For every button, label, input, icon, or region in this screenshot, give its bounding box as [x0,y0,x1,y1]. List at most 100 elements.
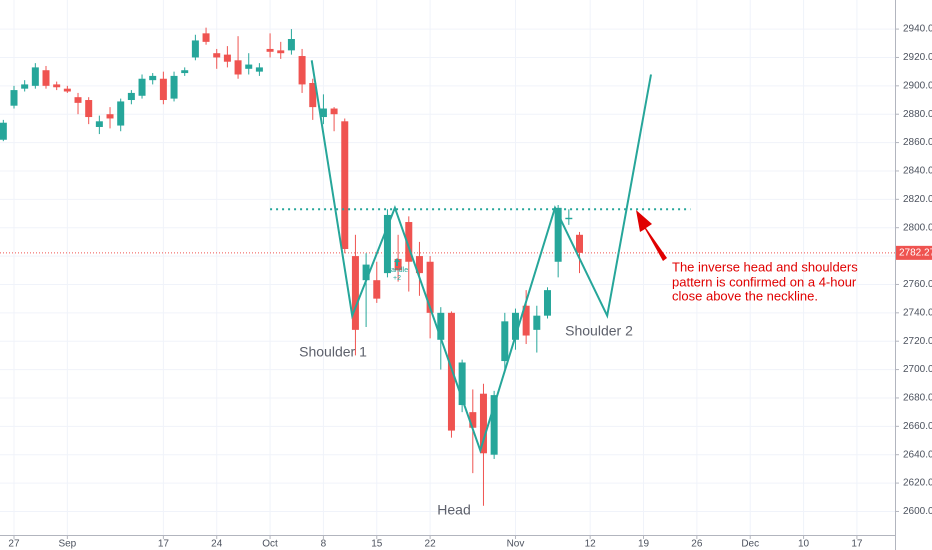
candle-body [501,321,509,362]
candle-body [255,67,263,72]
candle-body [74,97,82,103]
candle-body [565,217,573,220]
candle-body [287,39,295,51]
candle-body [127,92,135,101]
candle-body [85,100,93,118]
candle-body [575,234,583,253]
candle-body [170,75,178,99]
y-tick-label: 2640.00 [903,449,932,460]
candle-body [362,264,370,281]
plot [0,27,895,506]
y-tick-label: 2800.00 [903,222,932,233]
candle-body [53,84,61,88]
x-tick-label: Sep [58,539,76,550]
candle-body [0,122,7,140]
candle-body [159,78,167,101]
candle-body [543,290,551,316]
y-tick-label: 2840.00 [903,166,932,177]
x-tick-label: 26 [691,539,703,550]
candle-body [245,64,253,69]
candle-body [458,362,466,406]
candle-body [554,207,562,262]
x-tick-label: 27 [8,539,20,550]
note: The inverse head and shoulders [672,259,858,274]
candle-body [405,222,413,262]
candle-body [447,312,455,431]
handle-icon [394,258,400,266]
candle-body [490,395,498,455]
candle-body [63,88,71,92]
last-price-label: 2782.27 [899,247,932,258]
candle-body [106,114,114,119]
candle-body [223,54,231,62]
arrow [636,210,667,261]
candle-body [415,256,423,274]
handle-label: Handle [386,267,408,274]
candle-body [21,84,29,89]
candle-body [511,312,519,340]
y-tick-label: 2620.00 [903,478,932,489]
last-price-box [896,245,932,260]
candle-body [277,50,285,54]
x-tick-label: Dec [741,539,759,550]
candle-body [181,70,189,74]
x-tick-label: Oct [262,539,278,550]
candle-body [149,75,157,81]
y-tick-label: 2700.00 [903,364,932,375]
candle-body [394,258,402,271]
x-tick-label: Nov [507,539,525,550]
y-tick-label: 2860.00 [903,137,932,148]
candle-body [533,315,541,330]
candle-body [309,82,317,108]
annotation: Shoulder 2 [565,323,633,339]
candle-body [319,108,327,118]
candle-body [95,121,103,127]
annotation: Shoulder 1 [299,344,367,360]
y-tick-label: 2720.00 [903,336,932,347]
y-tick-label: 2660.00 [903,421,932,432]
x-tick-label: 10 [798,539,810,550]
candle-body [330,108,338,115]
annotation: Head [437,502,470,518]
handle-label: +2 [393,275,401,282]
candle-body [202,33,210,42]
x-tick-label: 15 [371,539,383,550]
candle-body [298,56,306,85]
y-tick-label: 2880.00 [903,109,932,120]
y-tick-label: 2680.00 [903,393,932,404]
candle-body [117,101,125,126]
candle-body [479,393,487,454]
y-tick-label: 2820.00 [903,194,932,205]
note: close above the neckline. [672,288,818,303]
x-tick-label: 24 [211,539,223,550]
y-tick-label: 2740.00 [903,307,932,318]
x-tick-label: 12 [585,539,597,550]
y-tick-label: 2900.00 [903,80,932,91]
candle-body [351,256,359,330]
candle-body [266,48,274,52]
candle-body [42,70,50,86]
y-tick-label: 2920.00 [903,52,932,63]
candle-body [191,40,199,58]
candle-body [341,121,349,249]
x-tick-label: 8 [321,539,327,550]
y-tick-label: 2760.00 [903,279,932,290]
candle-body [469,412,477,428]
x-tick-label: 22 [425,539,437,550]
candle-body [138,78,146,96]
y-tick-label: 2940.00 [903,24,932,35]
candle-body [234,60,242,75]
pattern-line [310,60,652,454]
y-tick-label: 2600.00 [903,506,932,517]
candle-body [437,312,445,340]
candle-body [10,90,18,106]
candle-body [426,261,434,313]
candle-body [522,305,530,336]
x-tick-label: 17 [158,539,170,550]
candle-body [213,53,221,58]
grid [0,0,895,535]
candle-body [383,214,391,274]
candle-body [373,280,381,299]
